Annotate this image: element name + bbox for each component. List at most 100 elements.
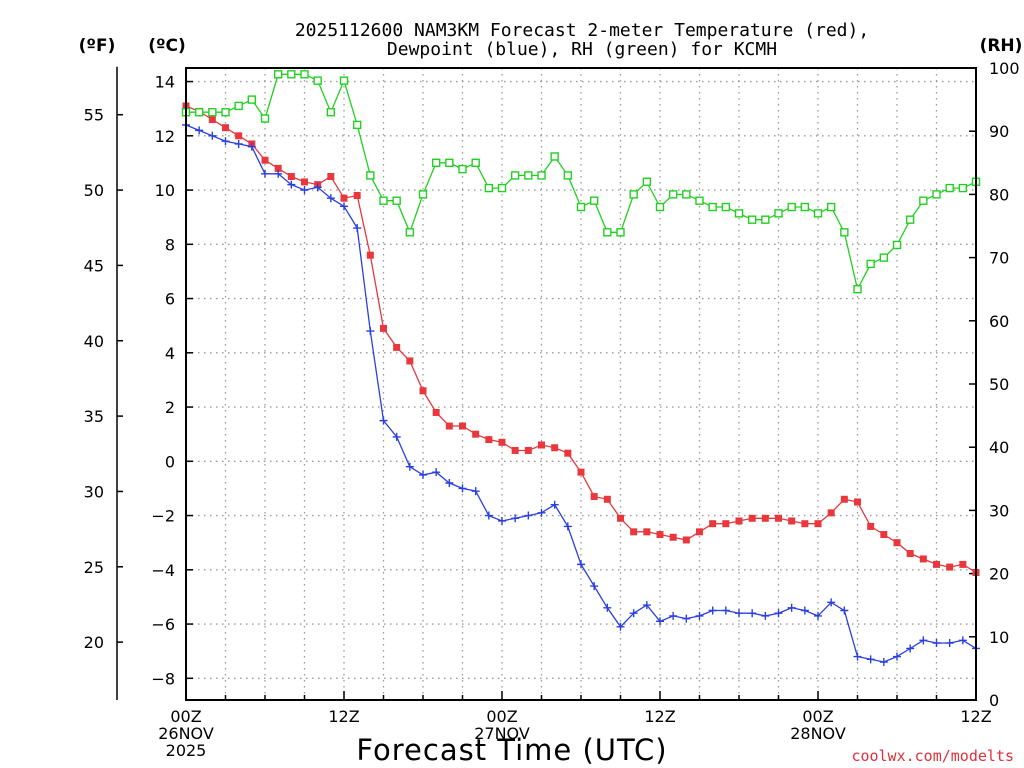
rh-point bbox=[524, 171, 533, 180]
temperature-point bbox=[524, 446, 532, 454]
rh-point bbox=[616, 228, 625, 237]
temperature-point bbox=[511, 446, 519, 454]
rh-point bbox=[787, 202, 796, 212]
rh-tick-label: 30 bbox=[989, 501, 1009, 520]
celsius-tick-label: 10 bbox=[155, 181, 175, 200]
plot-frame bbox=[185, 67, 977, 701]
rh-point bbox=[721, 202, 731, 212]
fahrenheit-tick-label: 45 bbox=[84, 256, 104, 275]
rh-point bbox=[287, 70, 296, 79]
x-tick-label: 28NOV bbox=[790, 724, 846, 743]
temperature-point bbox=[208, 116, 216, 124]
dewpoint-point bbox=[313, 183, 322, 192]
dewpoint-point bbox=[919, 636, 928, 645]
dewpoint-point bbox=[853, 652, 862, 661]
temperature-point bbox=[946, 563, 954, 571]
rh-tick-label: 0 bbox=[989, 691, 999, 710]
dewpoint-point bbox=[287, 180, 296, 189]
rh-point bbox=[629, 190, 638, 199]
rh-point bbox=[300, 70, 309, 79]
temperature-point bbox=[340, 194, 348, 202]
dewpoint-point bbox=[577, 560, 585, 569]
rh-point bbox=[221, 108, 230, 117]
rh-point bbox=[919, 196, 928, 205]
rh-point bbox=[405, 228, 415, 237]
temperature-point bbox=[380, 324, 387, 332]
dewpoint-point bbox=[616, 622, 625, 631]
dewpoint-point bbox=[735, 609, 743, 618]
celsius-tick-label: 14 bbox=[155, 73, 175, 92]
temperature-point bbox=[775, 514, 782, 522]
rh-point bbox=[879, 253, 889, 262]
rh-tick-label: 90 bbox=[989, 122, 1009, 141]
rh-point bbox=[682, 190, 691, 199]
temperature-point bbox=[906, 550, 914, 558]
temperature-point bbox=[301, 178, 308, 186]
rh-point bbox=[708, 202, 717, 212]
dewpoint-point bbox=[261, 169, 269, 178]
rh-point bbox=[484, 183, 494, 193]
rh-point bbox=[497, 183, 507, 193]
rh-point bbox=[392, 196, 401, 205]
dewpoint-point bbox=[906, 644, 915, 653]
dewpoint-point bbox=[458, 484, 467, 493]
x-tick-label: 2025 bbox=[166, 741, 207, 760]
temperature-point bbox=[827, 509, 835, 517]
temperature-point bbox=[959, 560, 967, 568]
dewpoint-point bbox=[432, 468, 441, 477]
rh-tick-label: 60 bbox=[989, 312, 1009, 331]
grid-lines bbox=[186, 68, 976, 700]
dewpoint-point bbox=[195, 126, 204, 135]
dewpoint-point bbox=[353, 224, 362, 233]
dewpoint-point bbox=[748, 609, 757, 618]
temperature-point bbox=[222, 124, 229, 132]
x-tick-label: 26NOV bbox=[158, 724, 214, 743]
dewpoint-point bbox=[603, 603, 612, 612]
rh-unit-label: (RH) bbox=[980, 36, 1023, 56]
rh-point bbox=[234, 101, 243, 111]
fahrenheit-unit-label: (ºF) bbox=[79, 36, 116, 56]
fahrenheit-tick-label: 20 bbox=[84, 633, 104, 652]
rh-tick-label: 40 bbox=[989, 438, 1009, 457]
temperature-point bbox=[472, 430, 480, 438]
temperature-point bbox=[919, 555, 927, 563]
dewpoint-point bbox=[840, 606, 849, 615]
temperature-point bbox=[682, 536, 690, 544]
rh-point bbox=[813, 209, 823, 218]
dewpoint-point bbox=[274, 169, 283, 178]
credit-text: coolwx.com/modelts bbox=[851, 747, 1014, 765]
dewpoint-point bbox=[879, 658, 888, 667]
rh-point bbox=[774, 209, 783, 218]
rh-point bbox=[431, 158, 441, 168]
dewpoint-point bbox=[208, 131, 217, 140]
temperature-point bbox=[590, 493, 598, 501]
celsius-tick-label: −6 bbox=[151, 615, 175, 634]
celsius-tick-label: 6 bbox=[165, 290, 175, 309]
rh-point bbox=[418, 190, 428, 199]
temperature-point bbox=[748, 514, 756, 522]
dewpoint-point bbox=[656, 617, 664, 626]
rh-point bbox=[313, 76, 322, 85]
dewpoint-point bbox=[590, 582, 599, 591]
dewpoint-point bbox=[761, 611, 770, 620]
rh-point bbox=[273, 70, 283, 79]
temperature-point bbox=[393, 343, 401, 351]
rh-point bbox=[642, 177, 652, 186]
dewpoint-point bbox=[498, 516, 506, 525]
rh-point bbox=[537, 171, 546, 180]
celsius-tick-label: 4 bbox=[165, 344, 175, 363]
fahrenheit-tick-label: 55 bbox=[84, 106, 104, 125]
temperature-point bbox=[445, 422, 453, 430]
celsius-unit-label: (ºC) bbox=[148, 36, 186, 56]
x-tick-label: 12Z bbox=[328, 707, 359, 726]
dewpoint-point bbox=[893, 652, 901, 661]
rh-point bbox=[208, 108, 217, 117]
temperature-point bbox=[761, 514, 769, 522]
dewpoint-point bbox=[550, 500, 559, 509]
temperature-point bbox=[274, 164, 282, 172]
temperature-point bbox=[603, 495, 611, 503]
celsius-tick-label: −2 bbox=[151, 507, 175, 526]
rh-point bbox=[695, 196, 704, 205]
temperature-point bbox=[801, 520, 809, 528]
